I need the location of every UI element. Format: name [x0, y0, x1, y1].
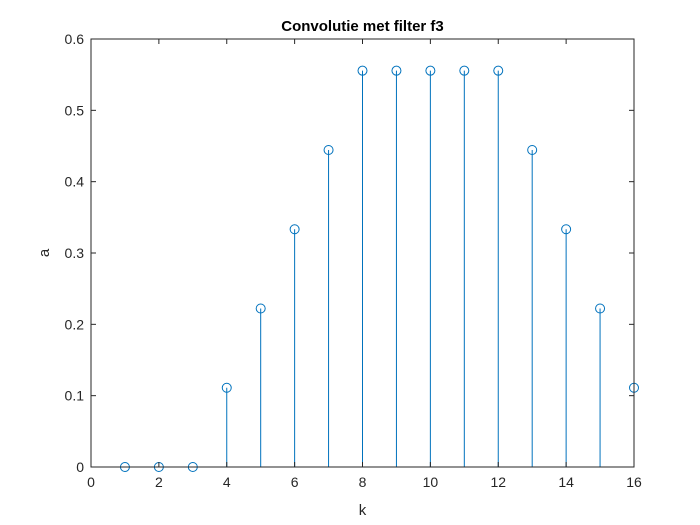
y-tick-label: 0.3: [65, 245, 85, 261]
stem-marker: [289, 224, 300, 235]
stem-marker: [357, 65, 368, 76]
x-tick-label: 6: [291, 474, 299, 490]
y-tick-label: 0.4: [65, 174, 85, 190]
stem-marker: [425, 65, 436, 76]
y-tick-label: 0: [76, 459, 84, 475]
x-tick-label: 16: [626, 474, 642, 490]
x-axis-label: k: [359, 502, 367, 519]
stem-marker: [221, 382, 232, 393]
tick-labels-layer: 0 2 4 6 8 10 12 14 16 0 0.1 0.2 0.3 0.4 0.5 0.6: [65, 31, 642, 490]
y-axis-label: a: [36, 248, 53, 257]
y-tick-label: 0.1: [65, 388, 85, 404]
axes-box: [90, 38, 635, 468]
x-tick-label: 2: [155, 474, 163, 490]
stem-marker: [323, 144, 334, 155]
stem-marker: [527, 144, 538, 155]
stem-marker: [459, 65, 470, 76]
stem-marker: [493, 65, 504, 76]
x-tick-label: 8: [359, 474, 367, 490]
stem-marker: [255, 303, 266, 314]
x-tick-label: 10: [423, 474, 439, 490]
y-tick-label: 0.5: [65, 102, 85, 118]
chart-title: Convolutie met filter f3: [281, 18, 444, 35]
stem-marker: [391, 65, 402, 76]
y-tick-label: 0.2: [65, 316, 85, 332]
stem-marker: [561, 224, 572, 235]
x-tick-label: 12: [490, 474, 506, 490]
x-tick-label: 0: [87, 474, 95, 490]
x-tick-label: 14: [558, 474, 574, 490]
y-tick-label: 0.6: [65, 31, 85, 47]
x-tick-label: 4: [223, 474, 231, 490]
stem-marker: [595, 303, 606, 314]
